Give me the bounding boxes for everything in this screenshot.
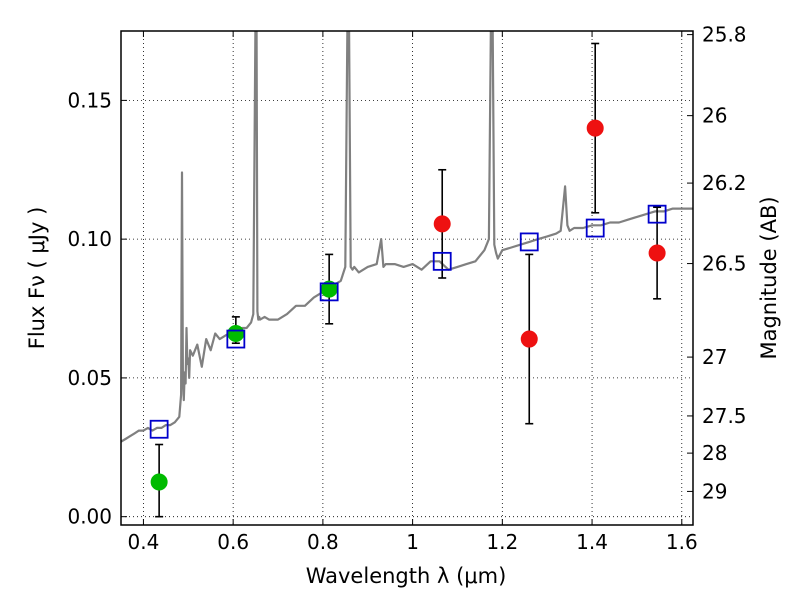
red-data-point: [433, 215, 451, 233]
x-tick-label: 1: [406, 530, 419, 554]
y2-tick-label: 26: [702, 104, 727, 128]
x-axis-label: Wavelength λ (μm): [306, 564, 507, 588]
model-square-point: [319, 282, 339, 302]
green-data-point: [227, 325, 245, 343]
plot-frame: [120, 30, 694, 526]
y2-tick-label: 27.5: [702, 404, 747, 428]
y2-tick-label: 26.2: [702, 171, 747, 195]
model-spectrum-layer: [121, 31, 693, 443]
data-markers-layer: [149, 42, 667, 518]
y-tick-label: 0.10: [67, 227, 112, 251]
x-tick-label: 1.4: [576, 530, 608, 554]
y2-tick-label: 26.5: [702, 252, 747, 276]
x-tick-label: 0.8: [307, 530, 339, 554]
y2-tick-label: 28: [702, 441, 727, 465]
axis-ticks: 0.4 0.6 0.8 1 1.2 1.4 1.6 0.00 0.05 0.10 0.15 25.8 2…: [67, 23, 746, 554]
y-tick-label: 0.05: [67, 366, 112, 390]
grid-lines: [121, 31, 693, 525]
model-square-point: [647, 204, 667, 224]
model-square-point: [226, 329, 246, 349]
red-data-point: [520, 330, 538, 348]
red-data-point: [586, 119, 604, 137]
y-tick-label: 0.15: [67, 88, 112, 112]
model-square-point: [432, 251, 452, 271]
model-square-point: [585, 218, 605, 238]
x-tick-label: 1.6: [666, 530, 698, 554]
y2-axis-label: Magnitude (AB): [757, 196, 781, 359]
y2-tick-label: 29: [702, 479, 727, 503]
y2-tick-label: 27: [702, 345, 727, 369]
green-data-point: [150, 473, 168, 491]
y-axis-label: Flux Fν ( μJy ): [25, 207, 49, 350]
y2-tick-label: 25.8: [702, 23, 747, 47]
red-data-point: [648, 244, 666, 262]
x-tick-label: 1.2: [486, 530, 518, 554]
y-tick-label: 0.00: [67, 505, 112, 529]
x-tick-label: 0.4: [128, 530, 160, 554]
model-square-point: [519, 232, 539, 252]
x-tick-label: 0.6: [217, 530, 249, 554]
model-spectrum-line: [121, 31, 693, 443]
model-square-point: [149, 419, 169, 439]
